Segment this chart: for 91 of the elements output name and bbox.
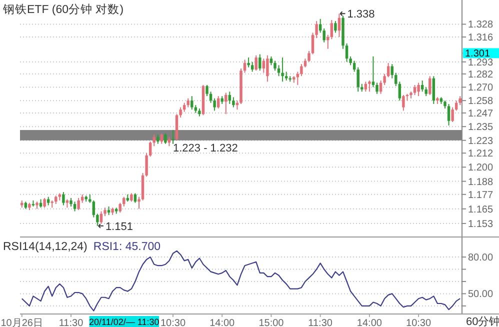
y-tick-label: 1.153	[468, 218, 494, 230]
candlestick	[428, 76, 432, 96]
candlestick	[386, 62, 390, 78]
y-tick-label: 1.165	[468, 204, 494, 216]
chart-title: 钢铁ETF (60分钟 对数)	[2, 3, 124, 16]
candlestick	[160, 132, 164, 144]
candlestick	[148, 141, 152, 158]
candlestick	[216, 96, 220, 109]
candlestick	[172, 130, 174, 144]
text: 20/11/02/— 11:30	[89, 317, 160, 327]
x-tick-label: 15:00	[258, 318, 284, 327]
candlestick	[247, 57, 250, 68]
candlestick	[266, 54, 269, 82]
candlestick	[394, 72, 398, 87]
candlestick	[420, 80, 424, 92]
y-tick-label: 1.282	[468, 69, 494, 80]
candlestick	[432, 76, 436, 104]
x-tick-label: 14:00	[356, 318, 382, 327]
candlestick	[322, 28, 326, 43]
candlestick	[402, 94, 405, 112]
candlestick	[96, 213, 99, 226]
candlestick	[372, 56, 375, 88]
y-tick-label: 1.212	[468, 148, 494, 160]
y-tick-label: 1.316	[468, 32, 494, 44]
x-tick-label: 11:30	[308, 318, 333, 327]
candlestick	[164, 132, 167, 144]
candlestick	[168, 136, 171, 147]
candlestick	[138, 196, 140, 210]
candlestick	[274, 60, 276, 72]
annotation: 1.338	[347, 8, 375, 21]
ref-line-label: 1.301	[465, 48, 490, 60]
candlestick	[447, 103, 450, 126]
candlestick	[62, 192, 65, 206]
x-tick-label: 14:00	[210, 318, 236, 327]
candlestick	[43, 198, 46, 208]
candlestick	[376, 82, 378, 94]
candlestick	[281, 57, 284, 82]
y-tick-label: 1.235	[468, 122, 494, 134]
y-tick-label: 1.223	[468, 136, 494, 147]
candlestick	[352, 60, 356, 72]
y-tick-label: 1.177	[468, 190, 494, 201]
y-tick-label: 1.293	[468, 57, 494, 68]
candlestick	[262, 58, 266, 74]
candlestick	[398, 81, 402, 102]
candlestick	[254, 54, 258, 72]
candlestick	[182, 102, 186, 112]
candlestick	[345, 42, 348, 62]
candlestick	[228, 91, 232, 104]
y-tick-label: 80.00	[468, 252, 494, 264]
candlestick	[364, 81, 368, 92]
candlestick	[156, 134, 160, 144]
y-tick-label: 1.258	[468, 96, 494, 108]
candlestick	[118, 202, 122, 214]
candlestick	[134, 192, 137, 204]
candlestick	[243, 59, 246, 74]
annotation: 1.151	[105, 220, 133, 233]
y-tick-label: 1.188	[468, 176, 494, 188]
candlestick	[277, 64, 280, 77]
candlestick	[356, 66, 360, 92]
y-tick-label: 50.00	[468, 289, 494, 300]
x-tick-label: 10:30	[406, 318, 432, 327]
candlestick	[250, 61, 254, 72]
candlestick	[77, 198, 80, 211]
candlestick	[258, 54, 262, 72]
candlestick	[206, 84, 208, 97]
candlestick	[417, 82, 420, 97]
series-label: RSI1: 45.700	[93, 241, 161, 253]
candlestick	[122, 196, 126, 207]
candlestick	[330, 19, 334, 40]
y-tick-label: 1.328	[468, 20, 494, 31]
candlestick	[413, 84, 416, 96]
x-tick-label: 11:30	[58, 318, 84, 327]
candlestick	[190, 96, 194, 110]
candlestick	[73, 201, 76, 212]
candlestick	[92, 200, 96, 218]
candlestick	[232, 96, 235, 108]
band-label: 1.223 - 1.232	[173, 142, 238, 154]
candlestick	[308, 50, 310, 62]
candlestick	[338, 13, 341, 38]
x-tick-label: 10:30	[160, 318, 186, 327]
candlestick	[175, 114, 178, 141]
candlestick	[318, 18, 322, 34]
candlestick	[451, 106, 454, 123]
y-tick-label: 1.270	[468, 82, 494, 94]
candlestick	[368, 80, 371, 92]
chart-title: RSI14(14,12,24)	[3, 241, 88, 253]
y-tick-label: 1.247	[468, 108, 494, 120]
y-tick-label: 1.200	[468, 162, 494, 174]
candlestick	[334, 20, 337, 34]
x-tick-label: 10月26日	[0, 318, 44, 327]
candlestick	[390, 64, 394, 79]
